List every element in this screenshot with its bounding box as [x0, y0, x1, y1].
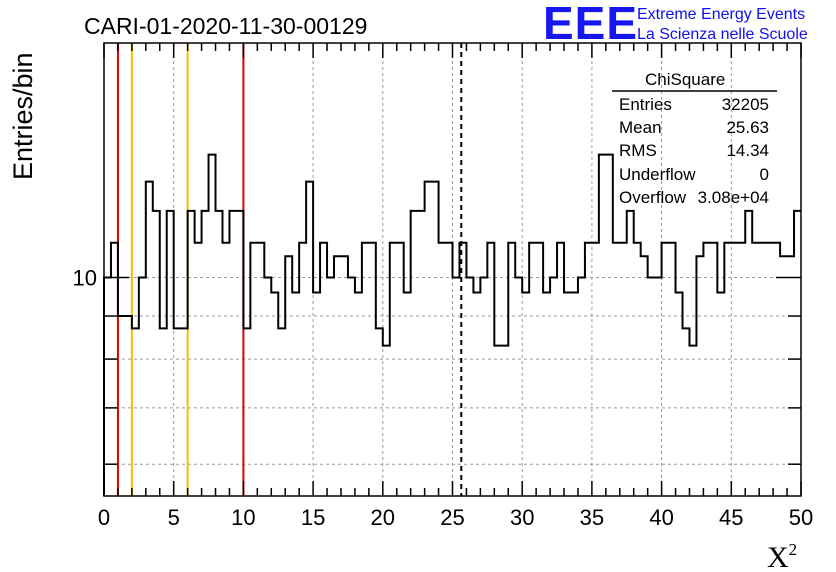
x-tick-label-9: 45 — [719, 505, 743, 530]
stats-value-mean: 25.63 — [726, 118, 769, 137]
stats-label-rms: RMS — [619, 141, 657, 160]
histogram-series — [103, 153, 801, 496]
x-tick-label-6: 30 — [510, 505, 534, 530]
stats-header: ChiSquare — [645, 70, 725, 89]
stats-box: ChiSquare Entries 32205 Mean 25.63 RMS 1… — [612, 70, 777, 207]
x-axis-title: X2 — [767, 540, 797, 572]
logo-line-2: La Scienza nelle Scuole — [637, 26, 808, 43]
x-tick-label-8: 40 — [649, 505, 673, 530]
x-tick-label-3: 15 — [301, 505, 325, 530]
stats-value-rms: 14.34 — [726, 141, 769, 160]
stats-label-underflow: Underflow — [619, 165, 696, 184]
stats-label-overflow: Overflow — [619, 188, 687, 207]
x-tick-label-2: 10 — [231, 505, 255, 530]
stats-value-entries: 32205 — [722, 95, 769, 114]
stats-value-overflow: 3.08e+04 — [698, 188, 769, 207]
x-tick-label-7: 35 — [580, 505, 604, 530]
x-tick-label-0: 0 — [98, 505, 110, 530]
logo-line-1: Extreme Energy Events — [637, 6, 805, 23]
y-axis-title: Entries/bin — [8, 52, 38, 180]
y-tick-label-0: 10 — [73, 266, 97, 291]
axis-ticks — [103, 43, 802, 496]
stats-label-mean: Mean — [619, 118, 662, 137]
stats-value-underflow: 0 — [760, 165, 769, 184]
x-tick-label-5: 25 — [440, 505, 464, 530]
chart-title: CARI-01-2020-11-30-00129 — [84, 13, 367, 39]
eee-logo-mark: EEE — [543, 0, 638, 49]
x-tick-label-4: 20 — [371, 505, 395, 530]
x-tick-label-10: 50 — [789, 505, 813, 530]
x-tick-label-1: 5 — [168, 505, 180, 530]
tick-labels: 0 5 10 15 20 25 30 35 40 45 50 10 — [73, 266, 814, 530]
stats-label-entries: Entries — [619, 95, 672, 114]
